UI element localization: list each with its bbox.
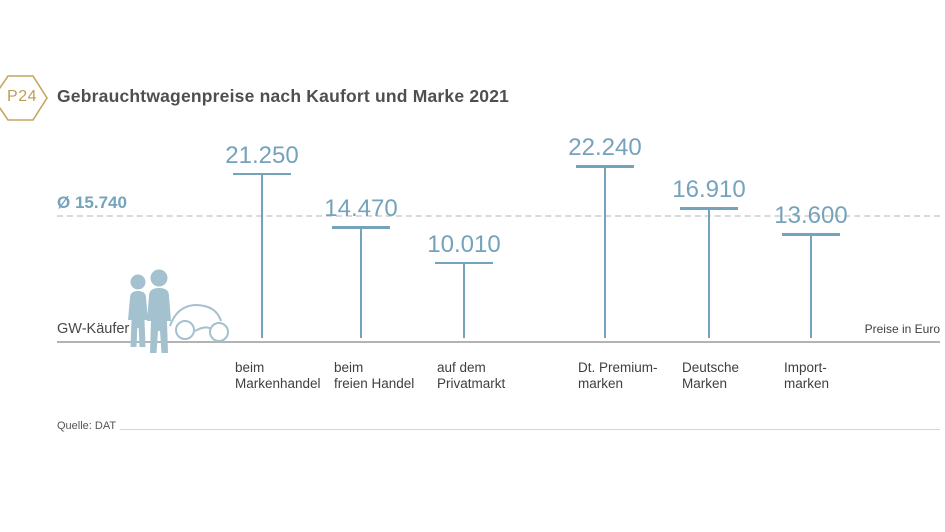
buyer-label: GW-Käufer [57, 321, 130, 337]
stem-line [603, 165, 607, 338]
page-title: Gebrauchtwagenpreise nach Kaufort und Ma… [57, 86, 510, 106]
stem-line [707, 207, 711, 338]
category-label: Deutsche Marken [682, 360, 740, 391]
car-buyers-silhouette-icon [128, 269, 229, 353]
stem-line [359, 226, 363, 338]
stem-line [260, 172, 264, 338]
value-label: 22.240 [568, 134, 642, 161]
axis-unit-label: Preise in Euro [864, 322, 940, 336]
hexagon-badge-icon [0, 75, 48, 121]
stem-line [462, 261, 466, 338]
average-dashed-line [57, 215, 940, 218]
value-label: 10.010 [427, 230, 501, 258]
category-label: Dt. Premium- marken [578, 360, 658, 391]
source-divider-line [120, 429, 940, 430]
value-label: 13.600 [774, 202, 848, 230]
stem-line [809, 233, 813, 338]
category-label: beim Markenhandel [235, 360, 321, 391]
source-label: Quelle: DAT [57, 420, 117, 432]
value-label: 14.470 [324, 195, 398, 223]
brand-badge: P24 [0, 71, 54, 125]
value-label: 21.250 [225, 141, 299, 169]
x-axis-baseline [57, 341, 940, 343]
average-value-label: Ø 15.740 [57, 193, 127, 213]
badge-label: P24 [7, 88, 37, 105]
category-label: Import- marken [784, 360, 830, 391]
value-label: 16.910 [672, 176, 746, 204]
category-label: beim freien Handel [334, 360, 415, 391]
category-label: auf dem Privatmarkt [437, 360, 506, 391]
